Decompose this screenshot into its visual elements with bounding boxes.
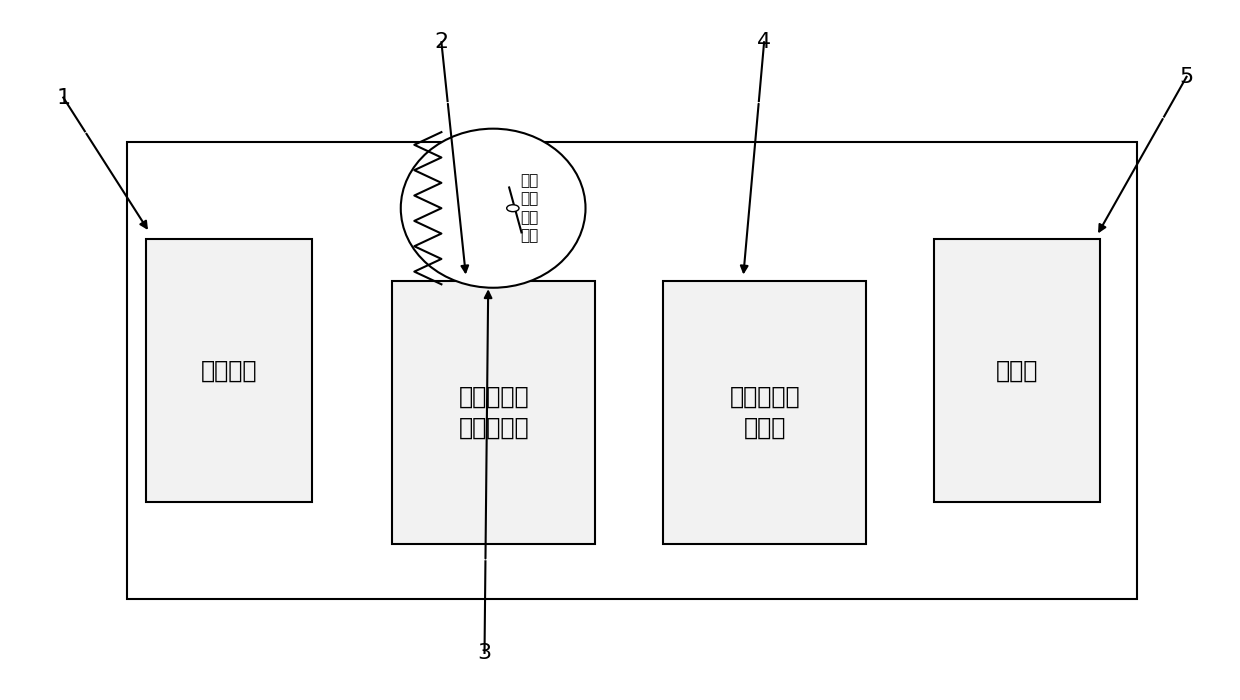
Text: 2: 2 xyxy=(434,32,449,52)
Text: 电磁感应无
线充电模组: 电磁感应无 线充电模组 xyxy=(459,384,529,440)
Bar xyxy=(146,239,312,502)
Bar xyxy=(392,281,595,544)
Bar xyxy=(128,143,1137,599)
Text: 3: 3 xyxy=(477,643,491,663)
Text: 机顶盒: 机顶盒 xyxy=(996,358,1038,383)
Text: 超级电容控
制模组: 超级电容控 制模组 xyxy=(729,384,800,440)
Text: 供电网络: 供电网络 xyxy=(201,358,257,383)
Bar xyxy=(663,281,867,544)
Text: 1: 1 xyxy=(56,88,71,108)
Text: 5: 5 xyxy=(1179,66,1194,87)
Bar xyxy=(934,239,1100,502)
Circle shape xyxy=(507,204,520,211)
Text: 4: 4 xyxy=(758,32,771,52)
Ellipse shape xyxy=(401,129,585,288)
Text: 智能
开关
控制
模组: 智能 开关 控制 模组 xyxy=(521,173,538,244)
